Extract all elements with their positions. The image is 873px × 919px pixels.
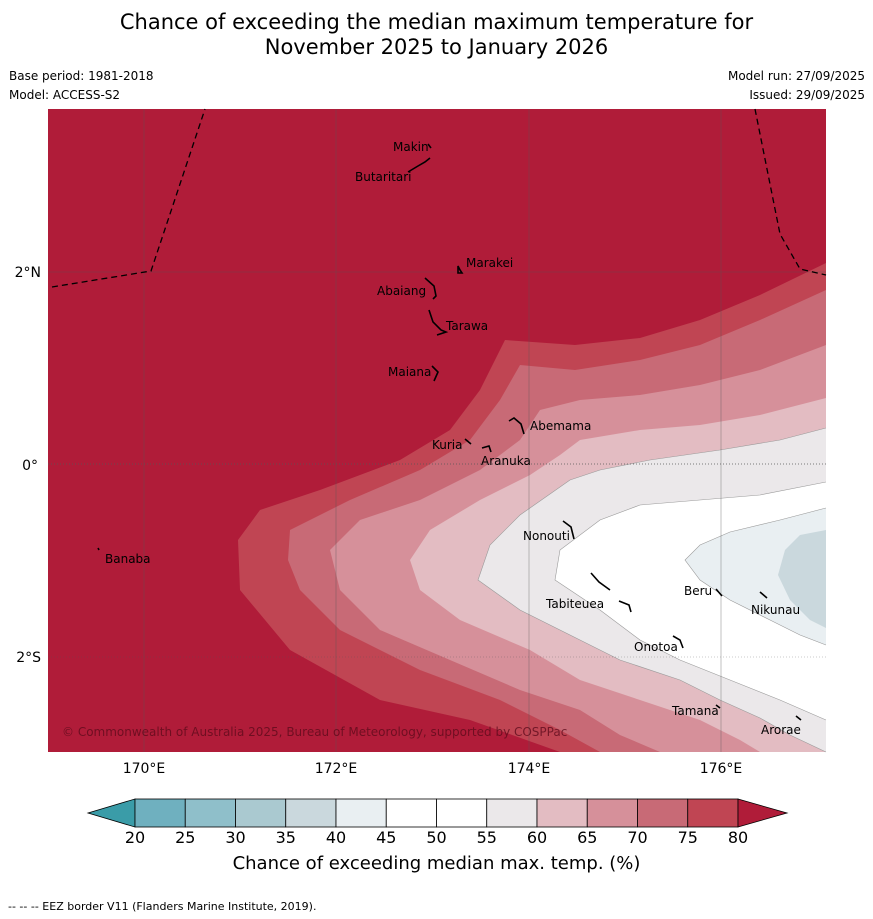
island-label: Arorae	[761, 723, 801, 737]
colorbar-tick-label: 65	[577, 828, 598, 847]
contour-line-45	[554, 481, 827, 721]
issued-date: Issued: 29/09/2025	[749, 88, 865, 102]
lat-tick-label: 0°	[22, 458, 38, 474]
colorbar-swatch	[536, 798, 588, 828]
eez-borders	[51, 108, 827, 288]
island-label: Abaiang	[377, 284, 426, 298]
lat-tick-labels: 2°N 0° 2°S	[15, 265, 42, 666]
island-nikunau	[759, 591, 768, 599]
eez-footnote: -- -- -- EEZ border V11 (Flanders Marine…	[8, 900, 317, 913]
colorbar-tick-label: 50	[426, 828, 447, 847]
band-35-40	[778, 530, 826, 628]
colorbar-swatch	[335, 798, 387, 828]
lon-tick-label: 174°E	[508, 761, 551, 777]
island-labels: Makin Butaritari Marakei Abaiang Tarawa …	[105, 140, 801, 737]
lat-tick-label: 2°S	[16, 650, 41, 666]
colorbar-swatch	[184, 798, 236, 828]
colorbar-tick-label: 70	[627, 828, 648, 847]
island-tarawa	[428, 309, 449, 336]
island-label: Tabiteuea	[545, 597, 604, 611]
island-abemama	[508, 417, 525, 435]
colorbar-swatch	[285, 798, 337, 828]
colorbar-tick-label: 55	[476, 828, 497, 847]
colorbar-swatch	[486, 798, 538, 828]
colorbar-swatch	[235, 798, 287, 828]
island-label: Aranuka	[481, 454, 531, 468]
colorbar-tick-label: 25	[175, 828, 196, 847]
graticule	[48, 109, 826, 752]
island-shapes	[97, 143, 802, 721]
lat-tick-label: 2°N	[15, 265, 41, 281]
island-makin	[427, 143, 432, 149]
colorbar-arrow-high	[737, 798, 789, 828]
eez-border-east	[754, 108, 827, 276]
contour-line-40	[684, 507, 827, 646]
island-maiana	[431, 365, 439, 382]
lon-tick-label: 170°E	[123, 761, 166, 777]
contour-lines	[477, 427, 827, 753]
colorbar-tick-label: 60	[526, 828, 548, 847]
island-beru	[715, 588, 723, 597]
island-label: Tarawa	[445, 319, 488, 333]
island-label: Nonouti	[523, 529, 570, 543]
island-label: Makin	[393, 140, 429, 154]
colorbar-swatch	[436, 798, 488, 828]
island-label: Tamana	[671, 704, 719, 718]
meta-right: Model run: 27/09/2025 Issued: 29/09/2025	[728, 69, 865, 107]
colorbar-tick-label: 45	[376, 828, 397, 847]
colorbar-title: Chance of exceeding median max. temp. (%…	[232, 853, 641, 874]
eez-border-west	[51, 108, 206, 288]
lon-tick-label: 176°E	[700, 761, 743, 777]
island-label: Kuria	[432, 438, 463, 452]
colorbar-swatch	[637, 798, 689, 828]
colorbar-tick-label: 20	[124, 828, 146, 847]
copyright-credit: © Commonwealth of Australia 2025, Bureau…	[62, 725, 567, 739]
title-line-2: November 2025 to January 2026	[264, 35, 609, 59]
title-line-1: Chance of exceeding the median maximum t…	[119, 10, 754, 34]
chart-title: Chance of exceeding the median maximum t…	[0, 10, 873, 60]
contour-bands	[48, 109, 826, 752]
island-label: Nikunau	[751, 603, 800, 617]
colorbar-swatch	[586, 798, 638, 828]
island-banaba	[97, 547, 100, 551]
island-label: Abemama	[530, 419, 591, 433]
island-abaiang	[424, 277, 437, 300]
model-name: Model: ACCESS-S2	[9, 88, 121, 102]
colorbar-swatch	[385, 798, 437, 828]
lon-tick-label: 172°E	[315, 761, 358, 777]
meta-left: Base period: 1981-2018 Model: ACCESS-S2	[9, 69, 154, 107]
island-label: Butaritari	[355, 170, 412, 184]
colorbar	[86, 798, 789, 828]
island-label: Onotoa	[634, 640, 678, 654]
island-aranuka	[481, 445, 492, 453]
island-onotoa	[672, 635, 684, 649]
model-run: Model run: 27/09/2025	[727, 69, 865, 83]
island-tabiteuea	[590, 572, 632, 613]
colorbar-tick-label: 80	[727, 828, 749, 847]
base-period: Base period: 1981-2018	[9, 69, 154, 83]
colorbar-tick-label: 30	[225, 828, 246, 847]
band-40-45	[685, 508, 826, 645]
island-label: Banaba	[105, 552, 151, 566]
lon-tick-labels: 170°E 172°E 174°E 176°E	[123, 761, 743, 777]
island-label: Maiana	[388, 365, 431, 379]
island-marakei	[457, 265, 464, 274]
island-arorae	[795, 715, 802, 721]
colorbar-tick-label: 35	[275, 828, 296, 847]
island-nonouti	[562, 520, 575, 540]
island-butaritari	[407, 157, 431, 173]
colorbar-arrow-low	[86, 798, 136, 828]
colorbar-swatch	[134, 798, 186, 828]
island-kuria	[464, 438, 472, 445]
colorbar-tick-label: 40	[325, 828, 347, 847]
island-label: Beru	[684, 584, 712, 598]
island-tamana	[715, 704, 721, 709]
colorbar-tick-labels: 20 25 30 35 40 45 50 55 60 65 70 75 80	[0, 828, 873, 848]
colorbar-tick-label: 75	[677, 828, 698, 847]
island-label: Marakei	[466, 256, 513, 270]
colorbar-swatch	[687, 798, 739, 828]
contour-line-55	[477, 427, 827, 753]
